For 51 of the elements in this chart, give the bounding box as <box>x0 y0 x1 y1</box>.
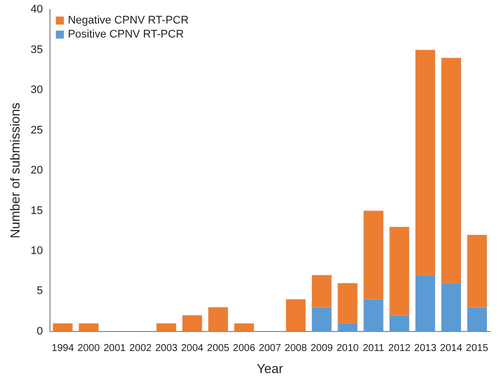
x-tick-label: 2002 <box>129 343 152 354</box>
bar <box>467 234 487 308</box>
x-tick-label: 2013 <box>414 343 437 354</box>
y-tick-label: 15 <box>30 204 43 217</box>
bar <box>338 323 358 332</box>
bar <box>52 323 73 332</box>
legend-label: Negative CPNV RT-PCR <box>68 14 189 27</box>
bar <box>415 50 436 276</box>
x-tick-label: 2011 <box>362 343 385 354</box>
bar <box>441 283 461 332</box>
bar <box>156 323 176 332</box>
x-tick-label: 2000 <box>78 343 100 354</box>
legend-label: Positive CPNV RT-PCR <box>68 28 184 41</box>
bar <box>364 299 384 332</box>
bar <box>182 315 202 332</box>
bar <box>390 315 410 332</box>
y-tick-label: 25 <box>30 124 43 136</box>
x-tick-label: 2007 <box>258 343 282 354</box>
bar <box>234 323 254 332</box>
x-axis-title: Year <box>256 360 284 376</box>
bar <box>441 58 461 284</box>
y-tick-label: 5 <box>36 285 43 298</box>
x-tick-label: 2005 <box>207 343 230 354</box>
x-tick-label: 2003 <box>155 343 178 354</box>
x-tick-label: 2008 <box>284 343 308 354</box>
y-tick-label: 10 <box>30 244 43 257</box>
x-tick-label: 2009 <box>310 343 334 354</box>
bar <box>312 307 332 332</box>
y-tick-label: 40 <box>30 4 43 16</box>
bar <box>286 299 306 332</box>
x-tick-label: 2006 <box>232 343 256 354</box>
x-tick-label: 2012 <box>388 343 411 354</box>
bar <box>364 210 384 300</box>
bar <box>338 283 358 324</box>
bar <box>415 275 436 332</box>
x-tick-label: 2015 <box>466 343 489 354</box>
bar <box>312 275 332 308</box>
x-tick-label: 2004 <box>181 343 204 354</box>
bar <box>467 307 487 332</box>
bar <box>208 307 228 332</box>
bar <box>78 323 99 332</box>
x-tick-label: 1994 <box>52 343 74 354</box>
y-tick-label: 20 <box>30 164 43 177</box>
y-tick-label: 0 <box>36 325 43 338</box>
x-tick-label: 2014 <box>440 343 463 354</box>
x-tick-label: 2010 <box>336 343 360 354</box>
y-tick-label: 30 <box>30 84 43 96</box>
y-tick-label: 35 <box>30 44 43 56</box>
x-tick-label: 2001 <box>103 343 126 354</box>
bar <box>390 226 410 316</box>
y-axis-title: Number of submissions <box>7 102 22 238</box>
